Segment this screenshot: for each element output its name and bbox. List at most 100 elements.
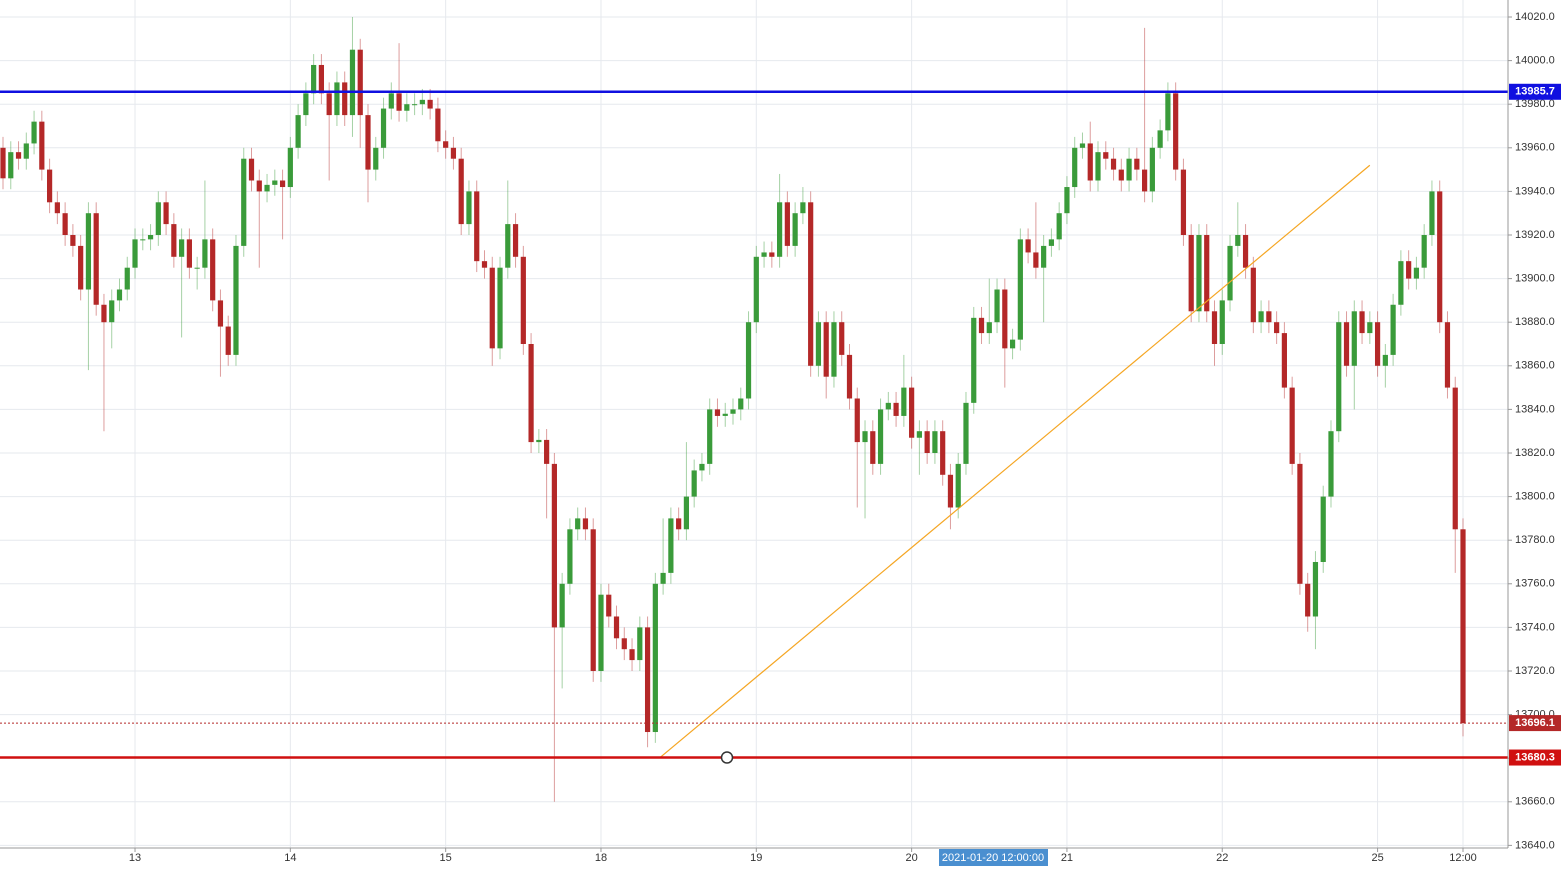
candle-body xyxy=(1048,239,1055,246)
candle-body xyxy=(365,115,371,170)
candle-body xyxy=(862,431,868,443)
candle-body xyxy=(963,402,969,464)
candle-body xyxy=(443,141,449,148)
candle-body xyxy=(0,147,6,179)
candle-body xyxy=(474,191,480,262)
candle-body xyxy=(23,143,29,159)
candle-body xyxy=(870,431,876,464)
axes xyxy=(0,0,1509,849)
candle-body xyxy=(1103,152,1109,159)
candle-body xyxy=(551,463,557,628)
candle-body xyxy=(357,49,363,116)
candle-body xyxy=(39,121,45,170)
candle-body xyxy=(940,431,946,475)
candle-body xyxy=(1110,158,1117,170)
candle-body xyxy=(1437,191,1443,323)
candle-body xyxy=(1235,234,1241,246)
x-tick-label: 12:00 xyxy=(1449,852,1477,864)
y-tick-label: 13920.0 xyxy=(1515,229,1555,241)
y-tick-label: 13840.0 xyxy=(1515,403,1555,415)
candle-body xyxy=(846,354,853,399)
candle-body xyxy=(512,224,519,257)
candle-body xyxy=(1017,239,1023,340)
candle-body xyxy=(1041,245,1047,268)
candle-body xyxy=(179,239,185,257)
candle-body xyxy=(854,398,860,443)
candle-body xyxy=(1452,387,1458,530)
candle-body xyxy=(699,463,705,471)
x-tick-label: 18 xyxy=(595,852,607,864)
candle-body xyxy=(575,518,581,530)
level-handle xyxy=(720,751,734,764)
candle-body xyxy=(279,180,286,188)
candle-body xyxy=(644,627,651,733)
candle-body xyxy=(1165,93,1171,131)
candle-body xyxy=(450,147,457,159)
candle-body xyxy=(15,152,22,159)
candle-body xyxy=(311,64,317,94)
candle-body xyxy=(217,300,224,327)
candle-body xyxy=(1312,561,1319,617)
candle-body xyxy=(505,224,511,268)
candle-body xyxy=(489,267,495,349)
candle-body xyxy=(1460,529,1466,724)
candle-body xyxy=(1118,169,1124,181)
candle-body xyxy=(590,529,596,671)
candle-body xyxy=(8,152,14,179)
candle-body xyxy=(1079,143,1086,148)
candle-body xyxy=(248,158,255,181)
candle-body xyxy=(567,529,573,584)
candle-body xyxy=(54,202,60,214)
candle-body xyxy=(691,470,697,497)
candle-body xyxy=(70,234,76,246)
candle-body xyxy=(46,169,53,203)
y-tick-label: 14020.0 xyxy=(1515,11,1555,23)
candle-body xyxy=(1320,496,1326,562)
candle-body xyxy=(1258,311,1264,323)
y-tick-label: 13740.0 xyxy=(1515,621,1555,633)
x-tick-label: 20 xyxy=(905,852,917,864)
crosshair-label-text: 2021-01-20 12:00:00 xyxy=(942,852,1044,864)
candle-body xyxy=(1297,463,1303,584)
candle-body xyxy=(544,439,550,464)
x-tick-label: 14 xyxy=(284,852,296,864)
candle-body xyxy=(404,104,410,111)
candle-body xyxy=(147,234,154,240)
candle-body xyxy=(753,256,759,323)
candle-body xyxy=(256,180,262,192)
y-tick-label: 13640.0 xyxy=(1515,839,1555,851)
candle-body xyxy=(986,322,992,334)
candle-body xyxy=(109,300,115,323)
y-tick-label: 13960.0 xyxy=(1515,142,1555,154)
candle-body xyxy=(777,202,783,257)
candle-body xyxy=(808,202,814,366)
candle-body xyxy=(823,322,829,377)
candle-body xyxy=(784,202,790,246)
price-level-tag xyxy=(1509,715,1561,732)
candle-body xyxy=(877,409,884,464)
x-tick-label: 21 xyxy=(1061,852,1073,864)
candle-body xyxy=(714,409,721,416)
candle-body xyxy=(1305,583,1311,617)
candle-body xyxy=(800,202,806,214)
candle-body xyxy=(722,413,728,416)
candle-body xyxy=(536,439,542,443)
candle-body xyxy=(31,121,37,144)
candle-body xyxy=(225,326,231,355)
candle-body xyxy=(831,322,837,377)
y-tick-label: 13780.0 xyxy=(1515,534,1555,546)
candle-body xyxy=(466,191,472,225)
price-level-label: 13985.7 xyxy=(1515,86,1555,98)
x-tick-label: 19 xyxy=(750,852,762,864)
candle-body xyxy=(520,256,526,344)
candle-body xyxy=(1266,311,1272,323)
labels: 13640.013660.013680.013700.013720.013740… xyxy=(129,11,1561,864)
candle-body xyxy=(1367,322,1373,334)
candle-body xyxy=(132,239,138,268)
candle-body xyxy=(1149,147,1155,192)
candle-body xyxy=(955,463,961,508)
candle-body xyxy=(909,387,915,438)
